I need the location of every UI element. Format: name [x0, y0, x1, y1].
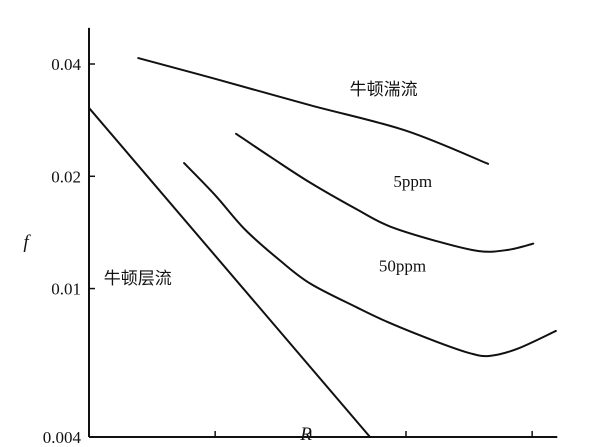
series-label: 5ppm — [393, 172, 432, 191]
y-tick-label: 0.02 — [51, 167, 81, 186]
y-ticks: 0.04 0.02 0.01 0.004 — [43, 55, 95, 447]
curves — [88, 57, 557, 438]
series-line-3 — [88, 106, 372, 438]
series-line-0 — [137, 57, 490, 165]
x-ticks: 2,0005,00010,00020,00050,000 — [88, 431, 533, 437]
series-label: 牛顿湍流 — [350, 80, 418, 99]
x-axis-label: R — [299, 424, 312, 445]
axes — [88, 27, 558, 438]
y-axis-label: f — [23, 232, 31, 253]
series-line-1 — [235, 132, 535, 253]
curve-labels: 牛顿湍流 5ppm 50ppm 牛顿层流 — [104, 80, 432, 288]
y-tick-label: 0.01 — [51, 280, 81, 299]
series-line-2 — [183, 162, 557, 358]
series-label: 50ppm — [379, 257, 426, 276]
series-label: 牛顿层流 — [104, 269, 172, 288]
y-tick-label: 0.004 — [43, 428, 82, 447]
y-tick-label: 0.04 — [51, 55, 81, 74]
